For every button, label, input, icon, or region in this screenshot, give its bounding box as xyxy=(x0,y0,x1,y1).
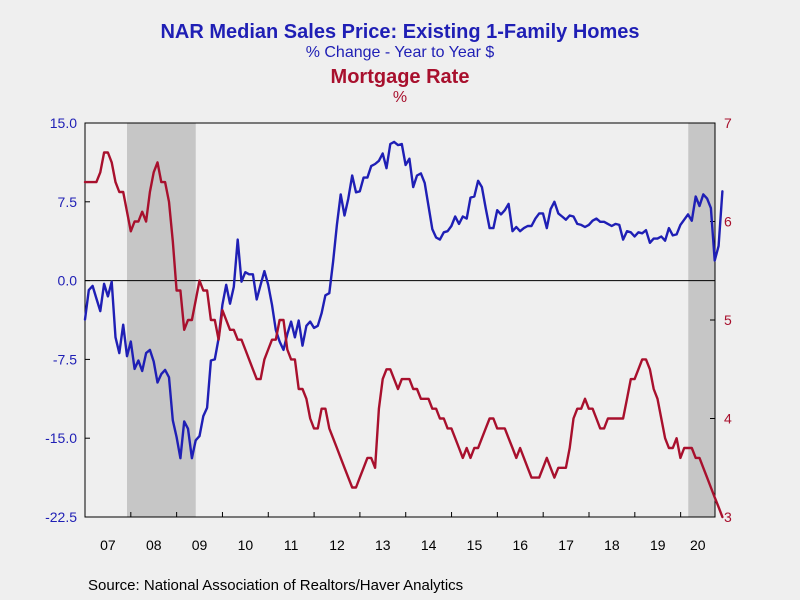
right-tick-label: 7 xyxy=(724,115,732,131)
x-tick-label: 17 xyxy=(558,537,574,553)
left-tick-label: -22.5 xyxy=(45,509,77,525)
x-tick-label: 18 xyxy=(604,537,620,553)
right-tick-label: 3 xyxy=(724,509,732,525)
x-tick-label: 15 xyxy=(467,537,483,553)
chart-subtitle: Mortgage Rate xyxy=(331,66,470,88)
x-tick-label: 16 xyxy=(512,537,528,553)
x-tick-label: 13 xyxy=(375,537,391,553)
chart-source: Source: National Association of Realtors… xyxy=(88,577,463,594)
chart-subtitle-units: % xyxy=(393,89,407,106)
left-tick-label: 7.5 xyxy=(58,194,78,210)
x-tick-label: 09 xyxy=(192,537,208,553)
axis-ticks: 15.0 7.5 0.0 -7.5 -15.0 -22.5 7 6 5 4 3 07 08 09 10 11 1… xyxy=(45,115,732,553)
x-tick-label: 14 xyxy=(421,537,437,553)
x-tick-label: 20 xyxy=(690,537,706,553)
right-tick-label: 4 xyxy=(724,411,732,427)
left-tick-label: -15.0 xyxy=(45,430,77,446)
price-change-series-line xyxy=(83,140,724,460)
chart-title: NAR Median Sales Price: Existing 1-Famil… xyxy=(160,21,639,43)
x-tick-label: 08 xyxy=(146,537,162,553)
x-tick-label: 12 xyxy=(329,537,345,553)
right-tick-label: 5 xyxy=(724,312,732,328)
x-tick-label: 19 xyxy=(650,537,666,553)
chart-title-units: % Change - Year to Year $ xyxy=(306,44,495,61)
x-tick-label: 07 xyxy=(100,537,116,553)
x-tick-label: 10 xyxy=(238,537,254,553)
series-lines xyxy=(83,140,724,519)
mortgage-rate-series-line xyxy=(83,151,724,519)
left-tick-label: -7.5 xyxy=(53,351,77,367)
left-tick-label: 0.0 xyxy=(58,273,78,289)
right-tick-label: 6 xyxy=(724,214,732,230)
left-tick-label: 15.0 xyxy=(50,115,77,131)
x-tick-label: 11 xyxy=(284,537,299,553)
